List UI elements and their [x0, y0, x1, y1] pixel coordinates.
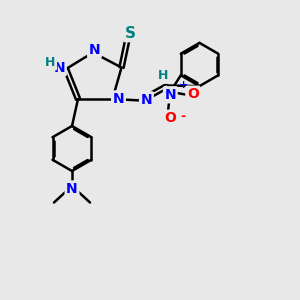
- Text: S: S: [125, 26, 136, 40]
- Text: N: N: [66, 182, 78, 196]
- Text: N: N: [141, 93, 152, 107]
- Text: -: -: [181, 110, 186, 123]
- Text: H: H: [158, 69, 168, 82]
- Text: O: O: [187, 87, 199, 101]
- Text: N: N: [164, 88, 176, 102]
- Text: N: N: [54, 61, 65, 74]
- Text: H: H: [45, 56, 56, 69]
- Text: +: +: [179, 80, 188, 90]
- Text: N: N: [113, 92, 124, 106]
- Text: O: O: [164, 111, 176, 125]
- Text: N: N: [89, 43, 100, 56]
